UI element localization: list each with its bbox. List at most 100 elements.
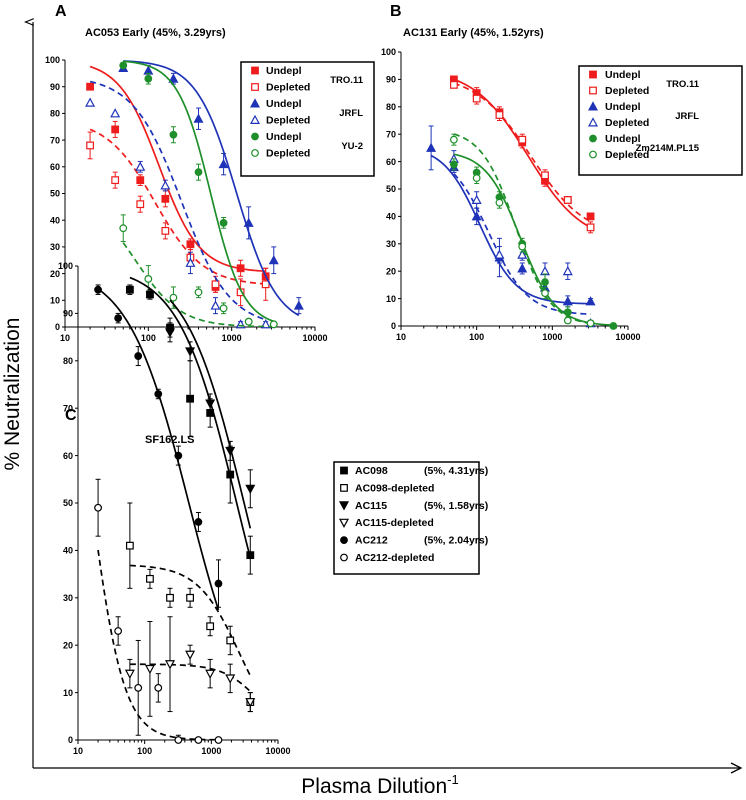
panel-c-y-tick-label: 100: [58, 261, 73, 271]
data-point: [261, 280, 270, 289]
panel-b-y-tick-label: 20: [386, 266, 396, 276]
data-point: [210, 300, 221, 310]
panel-c-y-tick-label: 30: [63, 593, 73, 603]
legend-label: Undepl: [266, 98, 302, 110]
data-point: [586, 319, 595, 328]
data-point: [495, 111, 504, 119]
legend-marker: [249, 98, 261, 108]
panel-c-legend: AC098 (5%, 4.31yrs) AC098-depleted AC115 (5%…: [333, 461, 488, 575]
legend-marker: [340, 553, 348, 562]
panel-a-x-tick-label: 100: [141, 333, 156, 343]
data-point: [517, 249, 528, 259]
data-point: [225, 674, 236, 684]
legend-group-label: Zm214M.PL15: [636, 143, 700, 154]
panel-b-title: AC131 Early (45%, 1.52yrs): [403, 27, 544, 39]
panel-a-x-tick-label: 10000: [302, 333, 327, 343]
legend-group-label: TRO.11: [666, 79, 699, 90]
data-point: [472, 94, 481, 103]
figure-xlabel-sup: -1: [447, 772, 459, 787]
panel-c-y-tick-label: 60: [63, 451, 73, 461]
panel-c-y-tick-label: 20: [63, 640, 73, 650]
legend-label: Depleted: [605, 149, 649, 161]
data-point: [449, 135, 458, 144]
figure-xlabel-text: Plasma Dilution: [301, 775, 447, 798]
panel-b-x-tick-label: 10000: [615, 332, 640, 342]
data-point: [168, 73, 179, 83]
data-point: [186, 240, 195, 249]
panel-a-series-depleted-yu-2: [119, 214, 278, 329]
panel-b-series-undepl-tro-11: [449, 75, 595, 229]
data-point: [169, 293, 178, 302]
data-point: [194, 518, 203, 526]
figure-ylabel: % Neutralization: [1, 318, 24, 471]
fit-curve: [97, 288, 220, 611]
fit-curve: [123, 60, 300, 317]
data-point: [205, 399, 216, 409]
panel-c-title: SF162.LS: [145, 434, 195, 446]
data-point: [449, 160, 458, 169]
data-point: [134, 683, 143, 692]
data-point: [114, 314, 123, 323]
data-point: [205, 669, 216, 679]
data-point: [166, 593, 174, 602]
data-point: [136, 200, 145, 209]
legend-marker: [340, 484, 348, 492]
panel-c-y-tick-label: 90: [63, 309, 73, 319]
data-point: [169, 130, 178, 139]
legend-marker: [338, 501, 350, 511]
panel-a-y-tick-label: 10: [50, 296, 60, 306]
legend-label: AC098: [355, 465, 388, 477]
legend-marker: [587, 101, 599, 111]
data-point: [186, 593, 194, 602]
panel-a-y-tick-label: 90: [50, 82, 60, 92]
data-point: [165, 660, 176, 670]
data-point: [211, 280, 220, 289]
data-point: [161, 194, 170, 203]
fit-curve: [89, 128, 266, 285]
data-point: [426, 142, 437, 152]
data-point: [125, 541, 134, 550]
data-point: [194, 168, 203, 177]
legend-info: (5%, 1.58yrs): [424, 500, 488, 512]
legend-label: Depleted: [266, 148, 310, 160]
legend-marker: [340, 466, 348, 475]
legend-group-label: YU-2: [341, 141, 363, 152]
panel-b-y-tick-label: 70: [386, 129, 396, 139]
fit-curve: [89, 65, 266, 273]
panel-c-x-tick-label: 100: [137, 746, 152, 756]
legend-info: (5%, 2.04yrs): [424, 535, 488, 547]
legend-marker: [251, 149, 259, 157]
panel-c-legend-box: [333, 461, 480, 575]
legend-label: AC212: [355, 535, 388, 547]
panel-b-legend: Undepl Depleted Undepl Depleted Undepl Deplet…: [578, 65, 743, 176]
panel-a-y-tick-label: 0: [55, 322, 60, 332]
data-point: [154, 683, 163, 692]
data-point: [243, 217, 254, 227]
data-point: [236, 264, 245, 273]
panel-b-y-tick-label: 100: [381, 47, 396, 57]
data-point: [86, 141, 94, 150]
data-point: [586, 212, 595, 221]
data-point: [174, 451, 183, 460]
data-point: [293, 300, 304, 310]
fit-curve: [169, 299, 252, 529]
legend-marker: [251, 83, 259, 91]
legend-label: Undepl: [605, 133, 641, 145]
panel-b-x-tick-label: 100: [469, 332, 484, 342]
data-point: [114, 627, 123, 635]
panel-a-y-tick-label: 50: [50, 189, 60, 199]
legend-marker: [587, 117, 599, 127]
legend-label: Undepl: [266, 65, 302, 77]
data-point: [518, 242, 527, 251]
panel-a-y-tick-label: 60: [50, 162, 60, 172]
data-point: [119, 61, 128, 70]
data-point: [225, 446, 236, 457]
data-point: [161, 226, 170, 235]
fit-curve: [97, 549, 219, 740]
data-point: [185, 650, 196, 660]
panel-b-x-tick-label: 10: [396, 332, 406, 342]
panel-a-y-tick-label: 100: [45, 55, 60, 65]
legend-group-label: JRFL: [675, 111, 699, 122]
panel-b-series-depleted-tro-11: [449, 80, 595, 234]
